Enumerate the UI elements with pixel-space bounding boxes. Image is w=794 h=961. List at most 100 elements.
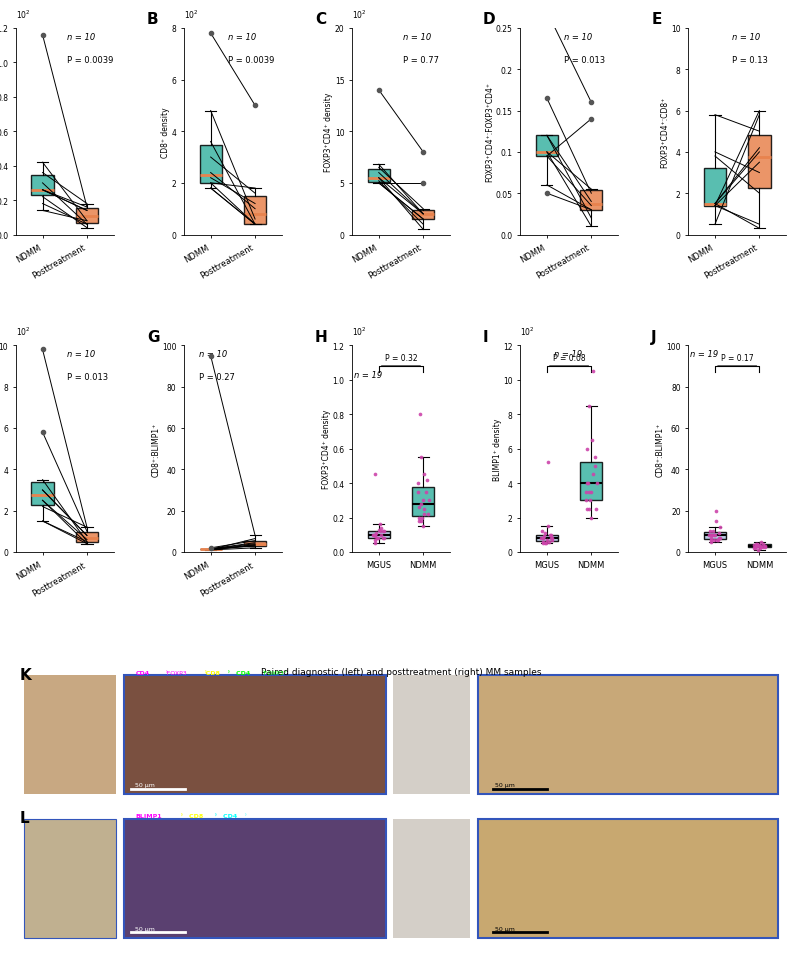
Text: ⁾   CD4: ⁾ CD4 <box>228 670 250 675</box>
Point <box>758 539 771 554</box>
Point <box>754 541 767 556</box>
Point <box>368 532 381 548</box>
Point <box>703 529 716 544</box>
Y-axis label: FOXP3⁺CD4⁺ density: FOXP3⁺CD4⁺ density <box>325 92 333 172</box>
Text: ⁾   CD4: ⁾ CD4 <box>214 813 237 818</box>
Text: P = 0.13: P = 0.13 <box>732 56 768 64</box>
Text: n = 10: n = 10 <box>198 350 227 359</box>
Point <box>750 536 763 552</box>
FancyBboxPatch shape <box>24 819 116 938</box>
PathPatch shape <box>703 169 726 207</box>
Text: n = 19: n = 19 <box>554 350 583 359</box>
Point <box>711 532 724 548</box>
Text: 50 μm: 50 μm <box>495 782 515 787</box>
Point <box>418 506 430 522</box>
Text: P = 0.77: P = 0.77 <box>403 56 439 64</box>
Point <box>376 524 389 539</box>
Text: B: B <box>147 12 159 27</box>
Point <box>418 467 431 482</box>
Point <box>757 536 769 552</box>
Point <box>748 541 761 556</box>
FancyBboxPatch shape <box>478 676 778 795</box>
Point <box>422 506 435 522</box>
PathPatch shape <box>580 462 603 501</box>
Point <box>414 497 427 512</box>
Text: n = 10: n = 10 <box>565 33 592 42</box>
Point <box>368 528 380 543</box>
Point <box>583 502 596 517</box>
Point <box>757 539 769 554</box>
Point <box>378 524 391 539</box>
Text: n = 10: n = 10 <box>67 350 95 359</box>
Point <box>420 473 433 488</box>
Point <box>750 328 762 343</box>
Text: ⁾CD8: ⁾CD8 <box>205 670 221 675</box>
Point <box>538 526 551 541</box>
Text: Paired diagnostic (left) and posttreatment (right) MM samples: Paired diagnostic (left) and posttreatme… <box>260 667 542 677</box>
Point <box>586 467 599 482</box>
Point <box>538 530 550 545</box>
Text: E: E <box>651 12 661 27</box>
PathPatch shape <box>748 136 770 188</box>
Text: n = 19: n = 19 <box>354 371 382 380</box>
Point <box>417 493 430 508</box>
Text: L: L <box>20 810 29 825</box>
Point <box>370 526 383 541</box>
Point <box>580 484 592 500</box>
Point <box>541 532 553 548</box>
PathPatch shape <box>32 176 54 196</box>
Point <box>535 530 548 546</box>
FancyBboxPatch shape <box>478 819 778 938</box>
Text: D: D <box>483 12 495 27</box>
FancyBboxPatch shape <box>393 676 470 795</box>
Text: P = 0.32: P = 0.32 <box>384 354 418 363</box>
FancyBboxPatch shape <box>393 819 470 938</box>
Text: BLIMP1: BLIMP1 <box>135 813 162 818</box>
Point <box>705 532 718 548</box>
Point <box>750 538 763 554</box>
Text: $10^2$: $10^2$ <box>16 9 30 20</box>
Point <box>590 476 603 491</box>
Point <box>375 528 387 543</box>
Point <box>714 520 727 535</box>
Point <box>535 524 548 539</box>
Point <box>748 537 761 553</box>
Point <box>368 536 381 552</box>
Point <box>418 502 431 517</box>
Point <box>414 450 427 465</box>
Point <box>751 538 764 554</box>
Point <box>750 536 762 552</box>
Point <box>704 529 717 544</box>
Text: P = 0.27: P = 0.27 <box>198 373 234 382</box>
Point <box>372 523 385 538</box>
Text: P = 0.0039: P = 0.0039 <box>67 56 113 64</box>
Point <box>583 399 596 414</box>
Point <box>414 407 426 423</box>
Y-axis label: FOXP3⁺CD4⁺ density: FOXP3⁺CD4⁺ density <box>322 409 331 489</box>
Point <box>542 519 554 534</box>
PathPatch shape <box>412 488 434 516</box>
Point <box>710 514 723 530</box>
FancyBboxPatch shape <box>124 676 386 795</box>
Text: G: G <box>147 330 160 344</box>
Text: C: C <box>315 12 326 27</box>
Y-axis label: CD8⁺:BLIMP1⁺: CD8⁺:BLIMP1⁺ <box>152 422 160 477</box>
Point <box>586 364 599 380</box>
Text: P = 0.013: P = 0.013 <box>67 373 108 382</box>
Point <box>707 524 719 539</box>
Point <box>758 538 771 554</box>
Point <box>545 530 558 546</box>
Point <box>414 514 427 530</box>
Point <box>378 530 391 546</box>
PathPatch shape <box>536 136 558 157</box>
Text: CD4: CD4 <box>135 670 149 675</box>
Y-axis label: FOXP3⁺CD4⁺:CD8⁺: FOXP3⁺CD4⁺:CD8⁺ <box>661 96 669 167</box>
Point <box>371 530 384 546</box>
PathPatch shape <box>244 197 266 225</box>
Point <box>422 493 435 508</box>
Point <box>711 532 724 548</box>
Point <box>411 476 424 491</box>
PathPatch shape <box>748 545 770 547</box>
Y-axis label: CD8⁺ density: CD8⁺ density <box>161 107 170 158</box>
PathPatch shape <box>368 169 390 184</box>
